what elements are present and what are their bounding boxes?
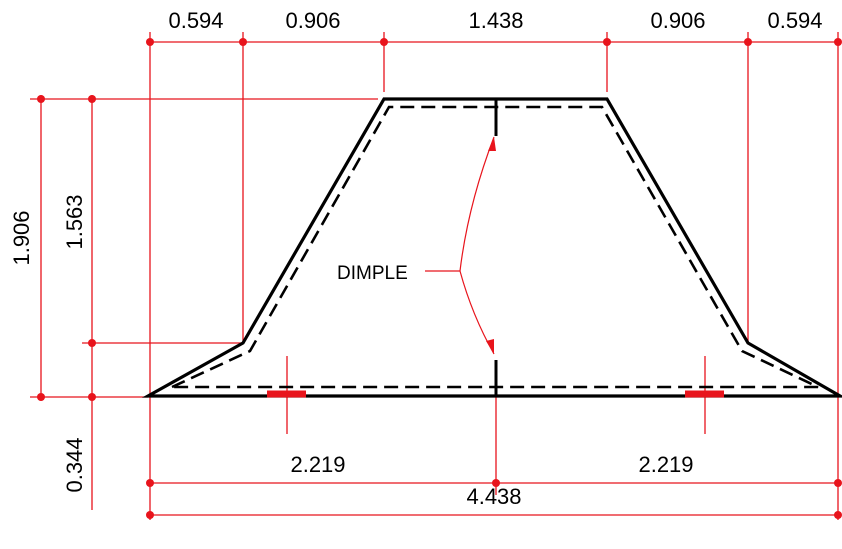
leader-arrow-up bbox=[459, 136, 495, 272]
top-dimension-chain: 0.594 0.906 1.438 0.906 0.594 bbox=[146, 8, 842, 398]
dim-label-lip-height: 0.344 bbox=[62, 437, 87, 492]
deck-profile bbox=[141, 97, 842, 398]
dim-point bbox=[744, 38, 752, 46]
dimple-callout: DIMPLE bbox=[337, 136, 496, 355]
dim-label-top-1: 0.594 bbox=[168, 8, 223, 33]
dim-label-half-width-left: 2.219 bbox=[290, 452, 345, 477]
dim-label-overall-height: 1.906 bbox=[9, 210, 34, 265]
dim-point bbox=[37, 393, 45, 401]
dim-label-half-width-right: 2.219 bbox=[638, 452, 693, 477]
dimple-label: DIMPLE bbox=[337, 263, 408, 284]
dim-point bbox=[239, 38, 247, 46]
dim-label-top-5: 0.594 bbox=[767, 8, 822, 33]
dim-point bbox=[88, 393, 96, 401]
arrow-head-down bbox=[486, 339, 494, 354]
dim-label-top-4: 0.906 bbox=[650, 8, 705, 33]
dim-point bbox=[146, 511, 154, 519]
dim-point bbox=[834, 38, 842, 46]
dim-point bbox=[603, 38, 611, 46]
profile-outer-line bbox=[141, 97, 842, 398]
left-dimensions: 1.906 1.563 0.344 bbox=[9, 95, 378, 510]
profile-inner-dashed-line bbox=[171, 105, 819, 389]
dim-label-top-2: 0.906 bbox=[285, 8, 340, 33]
dim-point bbox=[88, 95, 96, 103]
dim-label-slope-height: 1.563 bbox=[62, 194, 87, 249]
dim-point bbox=[146, 38, 154, 46]
dim-point bbox=[834, 479, 842, 487]
bottom-dimensions: 2.219 2.219 4.438 bbox=[146, 356, 842, 520]
dim-label-top-3: 1.438 bbox=[468, 8, 523, 33]
dim-point bbox=[380, 38, 388, 46]
dim-label-total-width: 4.438 bbox=[466, 484, 521, 509]
dim-point bbox=[492, 479, 500, 487]
dim-point bbox=[88, 339, 96, 347]
dim-point bbox=[146, 479, 154, 487]
arrow-head-up bbox=[488, 137, 496, 151]
dim-point bbox=[37, 95, 45, 103]
dim-point bbox=[834, 511, 842, 519]
